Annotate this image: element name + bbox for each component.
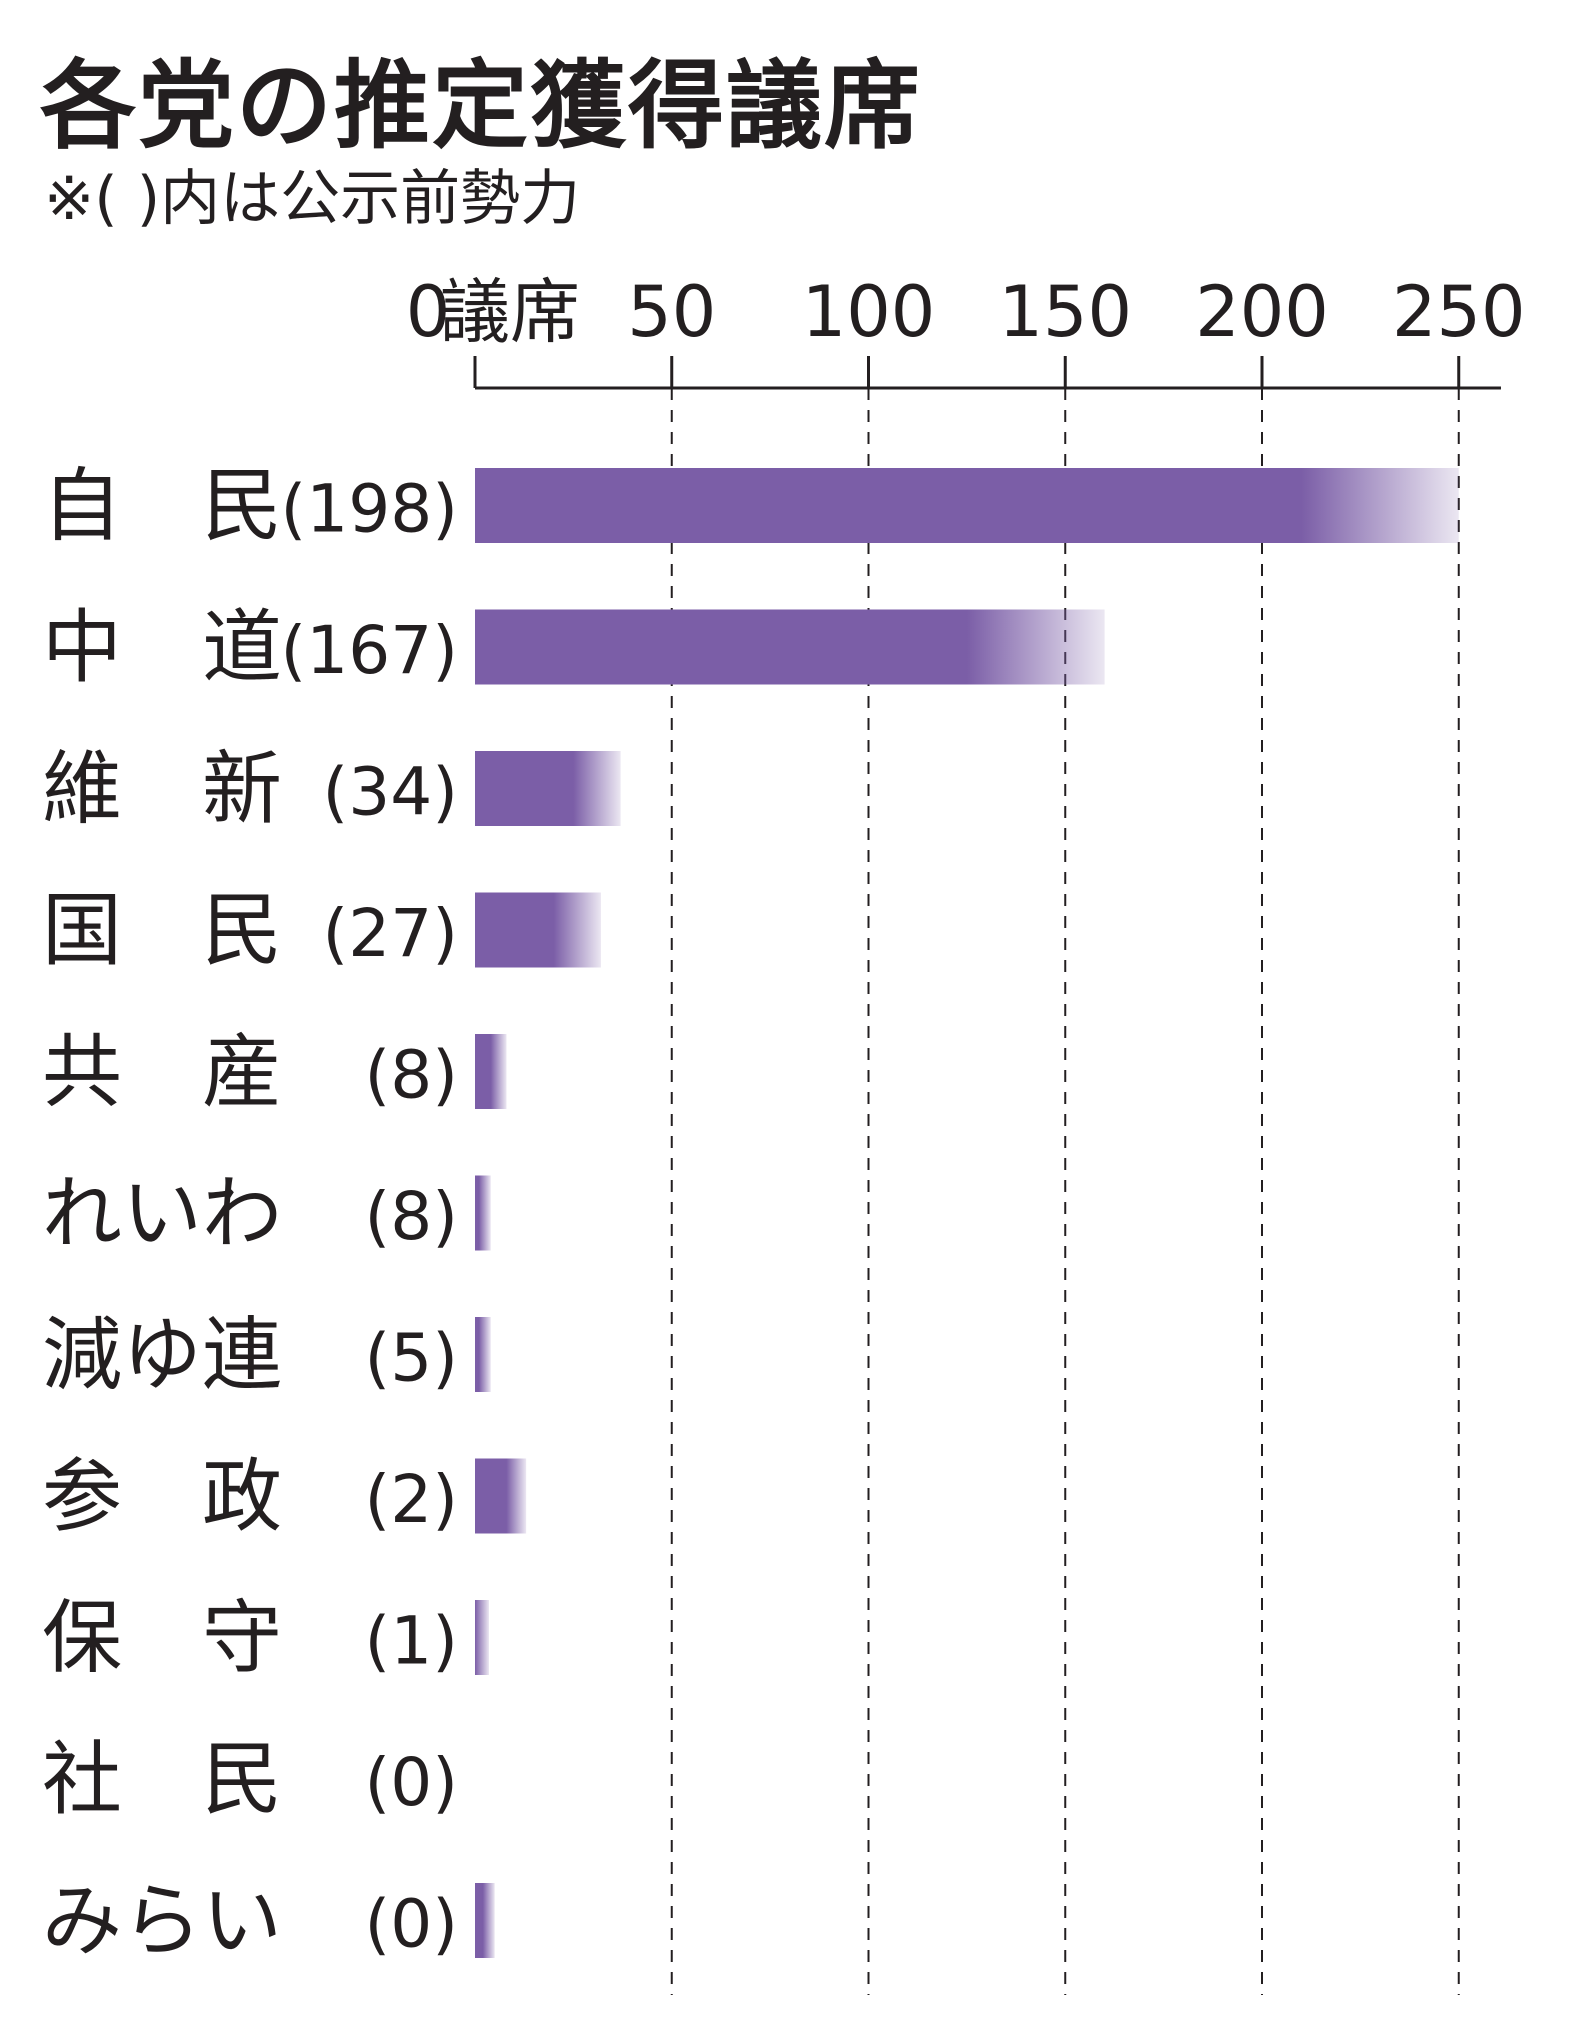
bar	[475, 1317, 491, 1392]
label-layer: 0 50 100 150 200 250 議席自 民(198) 中 道(167) 維 新 (34)…	[42, 271, 1526, 1968]
prior-seats-label: (198)	[281, 471, 458, 548]
prior-seats-label: (8)	[365, 1037, 459, 1114]
party-name-label: 保 守	[42, 1592, 282, 1685]
bar	[475, 1883, 495, 1958]
party-name-label: みらい	[42, 1875, 282, 1968]
bar	[475, 751, 621, 826]
prior-seats-label: (167)	[281, 612, 458, 689]
x-tick-label: 50	[627, 271, 716, 353]
bar-layer	[475, 468, 1459, 1958]
prior-seats-label: (5)	[365, 1320, 459, 1397]
bar	[475, 1600, 489, 1675]
bar	[475, 609, 1105, 685]
bar	[475, 1175, 491, 1251]
party-name-label: 減ゆ連	[42, 1309, 282, 1402]
party-name-label: 自 民	[42, 460, 282, 553]
x-tick-label: 250	[1392, 271, 1526, 353]
prior-seats-label: (34)	[323, 754, 458, 831]
x-axis	[473, 356, 1501, 390]
x-tick-label: 200	[1195, 271, 1329, 353]
chart-title: 各党の推定獲得議席	[40, 50, 922, 162]
prior-seats-label: (27)	[323, 895, 458, 972]
party-name-label: 維 新	[42, 743, 282, 836]
prior-seats-label: (1)	[365, 1603, 459, 1680]
party-name-label: 国 民	[42, 884, 282, 977]
prior-seats-label: (8)	[365, 1178, 459, 1255]
x-tick-label: 150	[998, 271, 1132, 353]
bar	[475, 892, 601, 968]
x-tick-label: 100	[802, 271, 936, 353]
party-name-label: 参 政	[42, 1450, 282, 1543]
party-name-label: れいわ	[42, 1167, 282, 1260]
prior-seats-label: (0)	[365, 1744, 459, 1821]
bar	[475, 1458, 527, 1534]
bar	[475, 468, 1459, 543]
party-name-label: 中 道	[42, 601, 282, 694]
x-axis-unit-label: 議席	[440, 271, 580, 353]
prior-seats-label: (2)	[365, 1461, 459, 1538]
prior-seats-label: (0)	[365, 1886, 459, 1963]
party-name-label: 共 産	[42, 1026, 282, 1119]
bar	[475, 1034, 507, 1109]
x-tick-label: 0	[406, 271, 451, 353]
party-name-label: 社 民	[42, 1733, 282, 1826]
chart-subtitle: ※( )内は公示前勢力	[44, 164, 581, 234]
